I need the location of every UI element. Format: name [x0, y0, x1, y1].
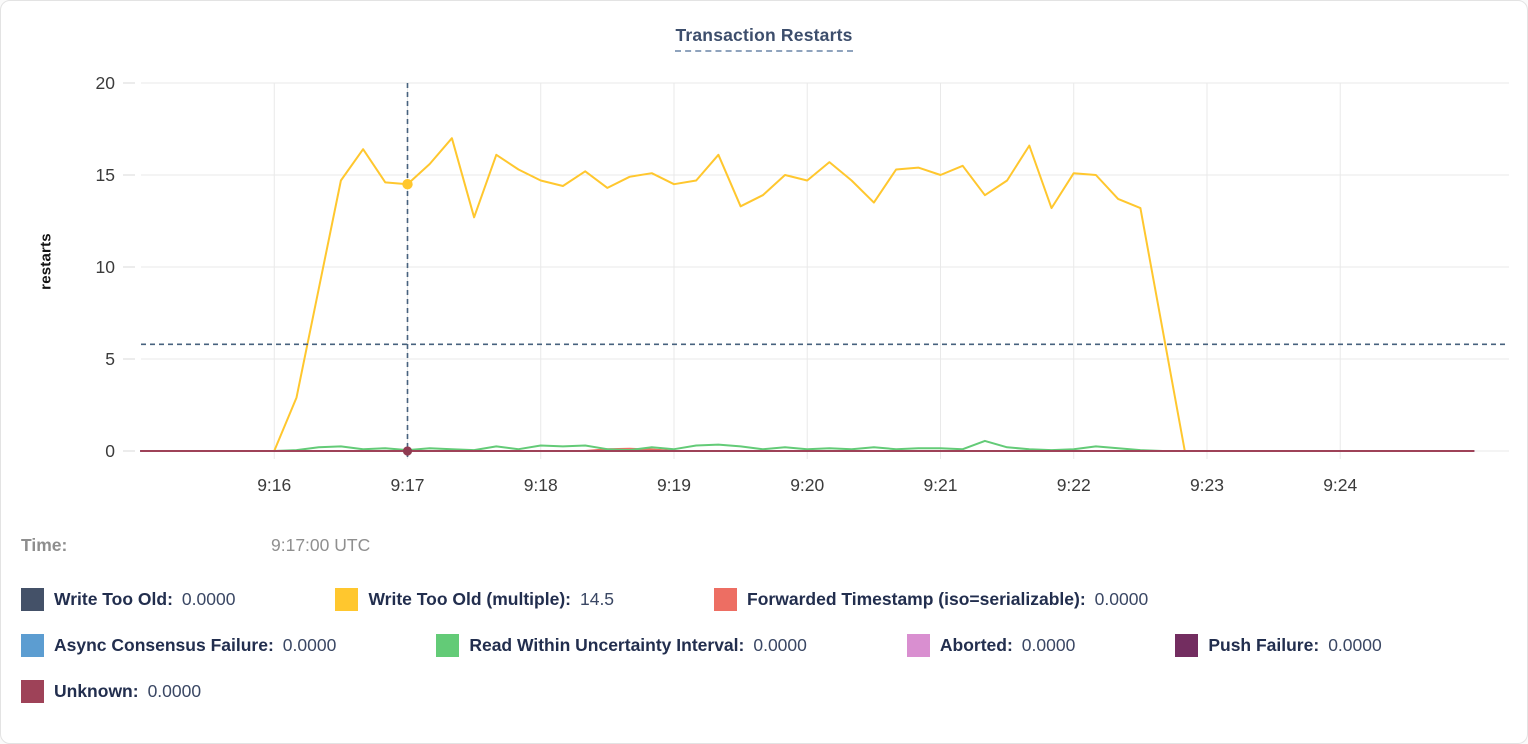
y-tick-label: 10 — [96, 257, 116, 277]
legend-swatch — [335, 588, 359, 611]
legend-value: 0.0000 — [181, 589, 236, 609]
legend-swatch — [906, 634, 930, 657]
hover-dot-write-too-old-multiple — [402, 179, 413, 190]
time-value: 9:17:00 UTC — [271, 535, 371, 555]
legend-label: Forwarded Timestamp (iso=serializable): — [747, 589, 1086, 609]
legend-value: 0.0000 — [147, 681, 202, 701]
legend-label: Write Too Old (multiple): — [368, 589, 571, 609]
legend-item-read-within-uncertainty-interval[interactable]: Read Within Uncertainty Interval: 0.0000 — [436, 634, 807, 657]
legend-swatch — [436, 634, 460, 657]
legend-label: Unknown: — [54, 681, 139, 701]
x-tick-label: 9:20 — [790, 475, 824, 495]
legend-value: 0.0000 — [1021, 635, 1076, 655]
legend-swatch — [21, 634, 44, 657]
legend-label: Async Consensus Failure: — [54, 635, 274, 655]
y-tick-label: 5 — [105, 349, 115, 369]
legend-swatch — [714, 588, 738, 611]
chart-legend: Write Too Old: 0.0000 Write Too Old (multi… — [21, 588, 1382, 703]
legend-row: Unknown: 0.0000 — [21, 680, 1382, 703]
legend-item-write-too-old[interactable]: Write Too Old: 0.0000 — [21, 588, 235, 611]
legend-item-unknown[interactable]: Unknown: 0.0000 — [21, 680, 201, 703]
legend-row: Write Too Old: 0.0000 Write Too Old (multi… — [21, 588, 1382, 611]
chart-title: Transaction Restarts — [1, 25, 1527, 52]
legend-value: 0.0000 — [1094, 589, 1149, 609]
chart-title-text[interactable]: Transaction Restarts — [675, 25, 853, 52]
series-line-read-within-uncertainty-interval — [273, 439, 1186, 452]
restarts-chart[interactable]: 0 5 10 15 20 9:16 9:17 9:18 9:19 9:20 9:21 9:22 9:23… — [1, 1, 1528, 521]
y-tick-label: 20 — [96, 73, 116, 93]
legend-value: 14.5 — [579, 589, 615, 609]
legend-value: 0.0000 — [753, 635, 807, 655]
legend-item-write-too-old-multiple[interactable]: Write Too Old (multiple): 14.5 — [335, 588, 614, 611]
legend-label: Read Within Uncertainty Interval: — [469, 635, 745, 655]
legend-item-async-consensus-failure[interactable]: Async Consensus Failure: 0.0000 — [21, 634, 336, 657]
legend-value: 0.0000 — [1328, 635, 1382, 655]
x-tick-label: 9:16 — [257, 475, 291, 495]
time-label: Time: — [21, 535, 68, 555]
legend-item-forwarded-timestamp-iso-serializable[interactable]: Forwarded Timestamp (iso=serializable): 0… — [714, 588, 1148, 611]
hover-dot-unknown — [402, 446, 413, 456]
x-tick-label: 9:17 — [390, 475, 424, 495]
hover-time-readout: Time: 9:17:00 UTC — [21, 535, 370, 556]
legend-item-aborted[interactable]: Aborted: 0.0000 — [906, 634, 1076, 657]
x-tick-label: 9:18 — [524, 475, 558, 495]
y-tick-label: 0 — [105, 441, 115, 461]
y-tick-label: 15 — [96, 165, 115, 185]
series-line-write-too-old-multiple — [273, 137, 1186, 452]
legend-label: Aborted: — [939, 635, 1013, 655]
legend-label: Write Too Old: — [54, 589, 173, 609]
legend-swatch — [21, 588, 44, 611]
legend-row: Async Consensus Failure: 0.0000 Read Withi… — [21, 634, 1382, 657]
legend-label: Push Failure: — [1208, 635, 1320, 655]
x-tick-label: 9:19 — [657, 475, 691, 495]
x-tick-label: 9:23 — [1190, 475, 1224, 495]
legend-value: 0.0000 — [282, 635, 337, 655]
x-tick-label: 9:21 — [923, 475, 957, 495]
legend-swatch — [1175, 634, 1199, 657]
x-tick-label: 9:22 — [1057, 475, 1091, 495]
legend-swatch — [21, 680, 44, 703]
x-tick-label: 9:24 — [1323, 475, 1357, 495]
legend-item-push-failure[interactable]: Push Failure: 0.0000 — [1175, 634, 1382, 657]
